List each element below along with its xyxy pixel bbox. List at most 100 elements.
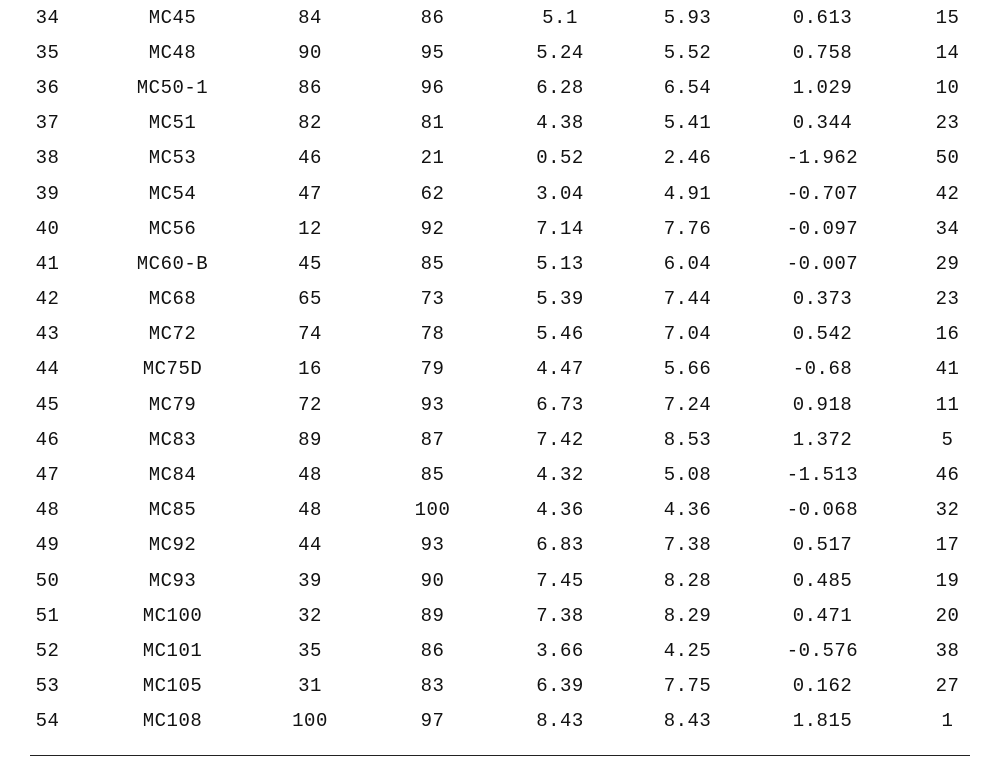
table-cell: 0.373 (750, 282, 895, 317)
table-cell: 46 (895, 457, 1000, 492)
table-cell: 5.52 (625, 35, 750, 70)
table-cell: 38 (0, 141, 95, 176)
table-cell: 23 (895, 282, 1000, 317)
table-cell: 92 (370, 211, 495, 246)
table-cell: 10 (895, 70, 1000, 105)
table-cell: 34 (895, 211, 1000, 246)
table-cell: MC45 (95, 0, 250, 35)
table-row: 46MC8389877.428.531.3725 (0, 422, 1000, 457)
table-row: 35MC4890955.245.520.75814 (0, 35, 1000, 70)
table-cell: MC100 (95, 598, 250, 633)
table-cell: 21 (370, 141, 495, 176)
table-cell: MC48 (95, 35, 250, 70)
table-cell: 3.66 (495, 633, 625, 668)
table-cell: 7.42 (495, 422, 625, 457)
page: 34MC4584865.15.930.6131535MC4890955.245.… (0, 0, 1000, 769)
table-cell: 7.44 (625, 282, 750, 317)
table-cell: 0.918 (750, 387, 895, 422)
table-cell: MC108 (95, 704, 250, 739)
table-cell: 37 (0, 106, 95, 141)
table-cell: MC51 (95, 106, 250, 141)
table-cell: 50 (0, 563, 95, 598)
table-cell: 84 (250, 0, 370, 35)
table-cell: MC60-B (95, 246, 250, 281)
table-cell: 41 (0, 246, 95, 281)
table-cell: 3.04 (495, 176, 625, 211)
table-row: 42MC6865735.397.440.37323 (0, 282, 1000, 317)
table-cell: 6.73 (495, 387, 625, 422)
table-cell: 4.36 (495, 493, 625, 528)
table-cell: 73 (370, 282, 495, 317)
table-row: 54MC108100978.438.431.8151 (0, 704, 1000, 739)
table-cell: 65 (250, 282, 370, 317)
table-cell: 44 (0, 352, 95, 387)
table-cell: 35 (0, 35, 95, 70)
table-cell: 95 (370, 35, 495, 70)
table-cell: 2.46 (625, 141, 750, 176)
table-cell: 81 (370, 106, 495, 141)
table-cell: MC79 (95, 387, 250, 422)
table-cell: 20 (895, 598, 1000, 633)
table-cell: 86 (370, 633, 495, 668)
table-cell: 5.39 (495, 282, 625, 317)
table-cell: 5.46 (495, 317, 625, 352)
table-cell: 78 (370, 317, 495, 352)
table-row: 53MC10531836.397.750.16227 (0, 669, 1000, 704)
table-cell: 48 (250, 493, 370, 528)
table-cell: 79 (370, 352, 495, 387)
table-cell: MC101 (95, 633, 250, 668)
table-cell: 23 (895, 106, 1000, 141)
table-cell: 4.36 (625, 493, 750, 528)
table-cell: 46 (250, 141, 370, 176)
table-cell: 0.344 (750, 106, 895, 141)
table-cell: 4.38 (495, 106, 625, 141)
table-cell: 31 (250, 669, 370, 704)
table-cell: 72 (250, 387, 370, 422)
bottom-rule (30, 755, 970, 756)
table-cell: 4.25 (625, 633, 750, 668)
table-cell: 42 (0, 282, 95, 317)
table-cell: 8.28 (625, 563, 750, 598)
table-cell: 82 (250, 106, 370, 141)
table-row: 38MC5346210.522.46-1.96250 (0, 141, 1000, 176)
table-cell: 41 (895, 352, 1000, 387)
table-cell: 86 (250, 70, 370, 105)
table-cell: 6.54 (625, 70, 750, 105)
table-cell: MC93 (95, 563, 250, 598)
table-cell: 1.029 (750, 70, 895, 105)
table-cell: 7.38 (495, 598, 625, 633)
table-cell: 48 (250, 457, 370, 492)
table-cell: 16 (895, 317, 1000, 352)
table-cell: 8.43 (495, 704, 625, 739)
table-cell: MC85 (95, 493, 250, 528)
table-cell: 36 (0, 70, 95, 105)
table-cell: MC83 (95, 422, 250, 457)
table-cell: 6.28 (495, 70, 625, 105)
table-cell: 87 (370, 422, 495, 457)
table-cell: MC84 (95, 457, 250, 492)
table-cell: 96 (370, 70, 495, 105)
table-cell: 17 (895, 528, 1000, 563)
table-body: 34MC4584865.15.930.6131535MC4890955.245.… (0, 0, 1000, 739)
table-cell: 5 (895, 422, 1000, 457)
table-cell: 5.24 (495, 35, 625, 70)
table-cell: 4.91 (625, 176, 750, 211)
table-cell: 15 (895, 0, 1000, 35)
table-cell: 42 (895, 176, 1000, 211)
table-cell: 45 (0, 387, 95, 422)
table-cell: 6.39 (495, 669, 625, 704)
table-cell: -1.962 (750, 141, 895, 176)
table-cell: 0.485 (750, 563, 895, 598)
table-cell: MC68 (95, 282, 250, 317)
table-cell: MC50-1 (95, 70, 250, 105)
table-cell: -0.068 (750, 493, 895, 528)
table-cell: 100 (370, 493, 495, 528)
table-cell: 1.815 (750, 704, 895, 739)
table-row: 47MC8448854.325.08-1.51346 (0, 457, 1000, 492)
table-cell: 14 (895, 35, 1000, 70)
table-row: 45MC7972936.737.240.91811 (0, 387, 1000, 422)
table-cell: 45 (250, 246, 370, 281)
table-cell: 1 (895, 704, 1000, 739)
table-cell: 7.75 (625, 669, 750, 704)
table-cell: 7.04 (625, 317, 750, 352)
